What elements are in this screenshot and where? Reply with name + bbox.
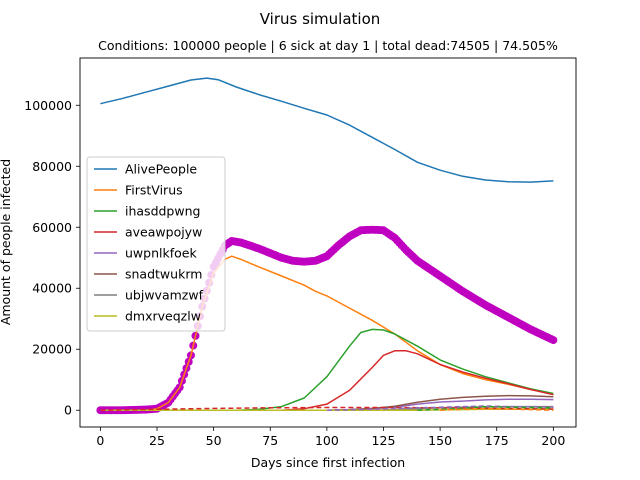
y-tick-label: 40000 xyxy=(32,281,72,296)
y-tick-label: 60000 xyxy=(32,220,72,235)
x-tick-label: 75 xyxy=(262,433,278,448)
x-tick-label: 25 xyxy=(149,433,165,448)
legend-label: AlivePeople xyxy=(125,162,197,177)
legend-label: FirstVirus xyxy=(125,183,183,198)
x-tick-label: 175 xyxy=(485,433,509,448)
y-tick-label: 80000 xyxy=(32,159,72,174)
y-tick-label: 100000 xyxy=(24,98,72,113)
legend-label: aveawpojyw xyxy=(125,225,202,240)
axes: 0 25 50 75 100 125 150 175 200 0 20000 40000 60000 80… xyxy=(24,98,565,448)
legend: AlivePeople FirstVirus ihasddpwng aveawpojy… xyxy=(86,156,226,332)
x-tick-label: 200 xyxy=(541,433,565,448)
y-tick-label: 0 xyxy=(64,403,72,418)
legend-label: snadtwukrm xyxy=(125,267,202,282)
chart-suptitle: Virus simulation xyxy=(260,10,381,28)
series-line-FirstVirus xyxy=(100,255,554,411)
x-tick-label: 150 xyxy=(428,433,452,448)
x-tick-label: 50 xyxy=(206,433,222,448)
legend-label: ubjwvamzwf xyxy=(125,288,204,303)
y-axis-label: Amount of people infected xyxy=(0,159,13,325)
legend-label: dmxrveqzlw xyxy=(125,309,201,324)
x-axis-label: Days since first infection xyxy=(251,455,405,470)
y-tick-label: 20000 xyxy=(32,342,72,357)
series-group xyxy=(96,77,558,415)
x-tick-label: 125 xyxy=(372,433,396,448)
x-tick-label: 100 xyxy=(315,433,339,448)
plot-frame xyxy=(79,57,577,428)
series-dashed-line xyxy=(100,406,554,411)
x-tick-label: 0 xyxy=(96,433,104,448)
series-dashed-line xyxy=(417,405,554,411)
legend-label: uwpnlkfoek xyxy=(125,246,197,261)
series-line-aveawpojyw xyxy=(100,350,554,411)
legend-box xyxy=(86,156,226,332)
plot-area xyxy=(96,77,558,415)
legend-label: ihasddpwng xyxy=(125,204,200,219)
series-marker-point xyxy=(549,336,558,345)
series-dashed-line xyxy=(440,407,554,411)
chart-title: Conditions: 100000 people | 6 sick at da… xyxy=(98,38,558,53)
series-line-AlivePeople xyxy=(100,77,554,183)
